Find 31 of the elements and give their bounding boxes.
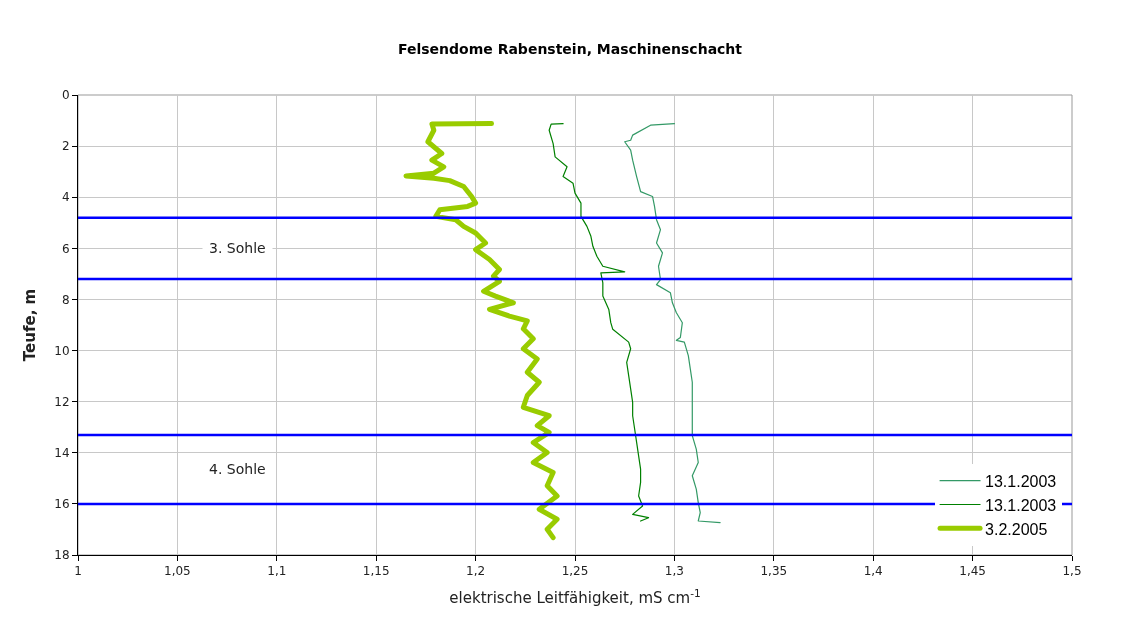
y-axis-title: Teufe, m [20,288,39,362]
x-tick-label: 1,35 [760,564,788,579]
y-tick-label: 6 [61,241,70,256]
x-tick-label: 1,45 [959,564,986,579]
x-tick-label: 1,1 [267,564,287,579]
line-series [624,123,721,524]
y-tick-label: 16 [54,497,70,512]
y-tick-label: 12 [54,394,70,409]
y-tick-label: 8 [61,292,70,307]
legend-label: 13.1.2003 [985,496,1057,514]
line-series [548,123,650,522]
x-tick-label: 1,4 [863,564,883,579]
y-tick-label: 10 [54,343,70,358]
y-tick-label: 4 [61,190,70,205]
annotation: 3. Sohle [209,240,266,256]
legend-label: 3.2.2005 [985,520,1048,538]
x-tick-label: 1,15 [362,564,390,579]
x-tick-label: 1,2 [466,564,486,579]
x-axis-title: elektrische Leitfähigkeit, mS cm$^{-1}$ [449,587,701,608]
x-tick-label: 1,5 [1062,564,1082,579]
y-tick-label: 0 [61,88,70,103]
x-tick-label: 1,3 [664,564,684,579]
y-tick-label: 2 [61,139,70,154]
annotation: 4. Sohle [209,461,266,477]
legend-label: 13.1.2003 [985,472,1057,490]
chart-title: Felsendome Rabenstein, Maschinenschacht [397,40,743,57]
x-tick-label: 1,25 [561,564,589,579]
y-tick-label: 14 [54,445,70,460]
y-tick-label: 18 [54,548,70,563]
x-tick-label: 1 [74,564,82,579]
x-tick-label: 1,05 [164,564,191,579]
